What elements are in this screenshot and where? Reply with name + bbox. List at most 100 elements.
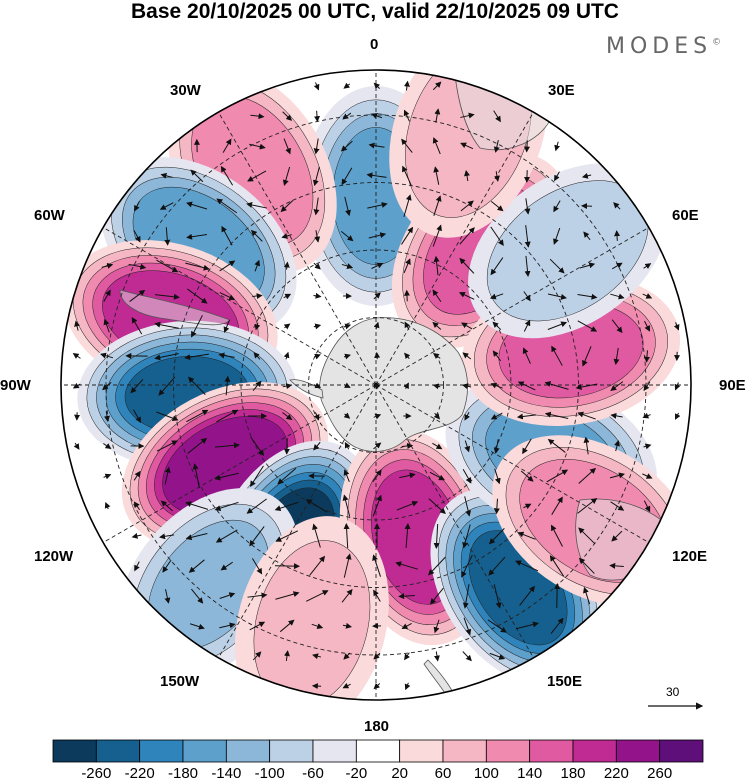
wind-arrow [311,623,324,630]
wind-arrow [517,381,536,391]
wind-arrow [186,233,207,240]
modes-logo: MODES© [606,34,721,59]
wind-arrow [283,261,290,270]
colorbar-swatch [399,739,444,763]
wind-arrow [219,592,236,599]
wind-arrow [493,584,502,609]
wind-arrow [216,409,239,423]
wind-arrow [343,469,350,483]
wind-arrow [343,382,351,388]
wind-arrow [219,292,236,301]
wind-arrow [313,292,322,299]
wind-arrow [185,533,208,541]
wind-arrow [515,621,539,630]
wind-arrow [492,350,502,362]
wind-arrow [403,258,411,274]
wind-arrow [549,258,565,274]
wind-arrow [341,588,353,603]
wind-arrow [131,316,143,335]
wind-arrow [551,496,563,515]
wind-arrow [433,523,440,549]
wind-arrow [313,138,320,155]
wind-arrow [642,473,653,479]
wind-arrow [249,526,265,547]
wind-arrow [134,561,140,572]
meridian-line [375,384,650,543]
wind-arrow [156,411,179,422]
wind-arrow [428,498,446,514]
wind-arrow [343,82,351,89]
meridian-line [218,384,377,659]
wind-arrow [159,533,175,540]
colorbar-tick-label: 20 [391,765,408,782]
wind-arrow [432,224,442,247]
wind-arrow [343,553,352,578]
wind-arrow [190,169,204,183]
wind-arrow [544,411,569,419]
wind-arrow [343,353,351,360]
wind-arrow [577,320,598,332]
wind-arrow [464,496,472,517]
wind-arrow [73,442,80,450]
wind-arrow [609,562,624,569]
wind-arrow [72,353,81,359]
colorbar-swatch [529,739,574,763]
wind-arrow [523,503,532,510]
wind-arrow [191,588,204,604]
map-title: Base 20/10/2025 00 UTC, valid 22/10/2025… [131,0,619,23]
wind-arrow [613,202,621,210]
wind-arrow [220,561,233,571]
wind-arrow [401,138,413,153]
wind-arrow [578,557,595,574]
wind-arrow [341,167,353,186]
wind-arrow [523,291,531,302]
wind-arrow [282,111,293,121]
wind-arrow [403,80,410,91]
wind-arrow [611,262,623,270]
wind-arrow [343,412,351,419]
wind-arrow [490,226,504,246]
wind-arrow [643,350,650,363]
wind-arrow [492,321,502,331]
wind-arrow [583,231,591,241]
wind-arrow [189,623,205,630]
wind-arrow [104,410,110,422]
lon-label-60w: 60W [34,207,65,224]
wind-arrow [104,501,111,510]
wind-arrow [220,165,234,186]
wind-arrow [160,500,173,512]
wind-arrow [462,524,471,549]
meridian-line [375,384,534,659]
wind-arrow [283,138,291,155]
wind-arrow [577,411,596,420]
wind-arrow [524,225,531,248]
wind-arrow [158,376,176,396]
colorbar-tick-label: 220 [603,765,629,782]
wind-arrow [614,440,620,452]
wind-arrow [164,589,171,604]
colorbar-tick-label: 60 [434,765,452,782]
wind-arrow [459,257,475,274]
lon-label-120w: 120W [34,548,74,565]
wind-arrow [404,652,410,661]
wind-arrow [162,559,172,573]
wind-arrow [368,232,387,239]
wind-arrow [461,554,473,578]
wind-arrow [523,319,531,332]
wind-arrow [164,466,171,485]
wind-arrow [274,501,299,512]
wind-arrow [611,319,623,334]
colorbar-swatch [182,739,227,763]
meridian-line [375,227,650,386]
wind-arrow [224,375,231,396]
wind-arrow [246,498,267,514]
lon-label-120e: 120E [672,548,708,565]
wind-arrow [344,196,351,217]
colorbar-tick-label: -180 [167,765,199,782]
colorbar [52,739,704,763]
wind-arrow [373,413,382,420]
colorbar-swatch [95,739,141,763]
wind-arrow [216,198,238,214]
wind-arrow [523,140,530,153]
wind-arrow [464,412,470,421]
